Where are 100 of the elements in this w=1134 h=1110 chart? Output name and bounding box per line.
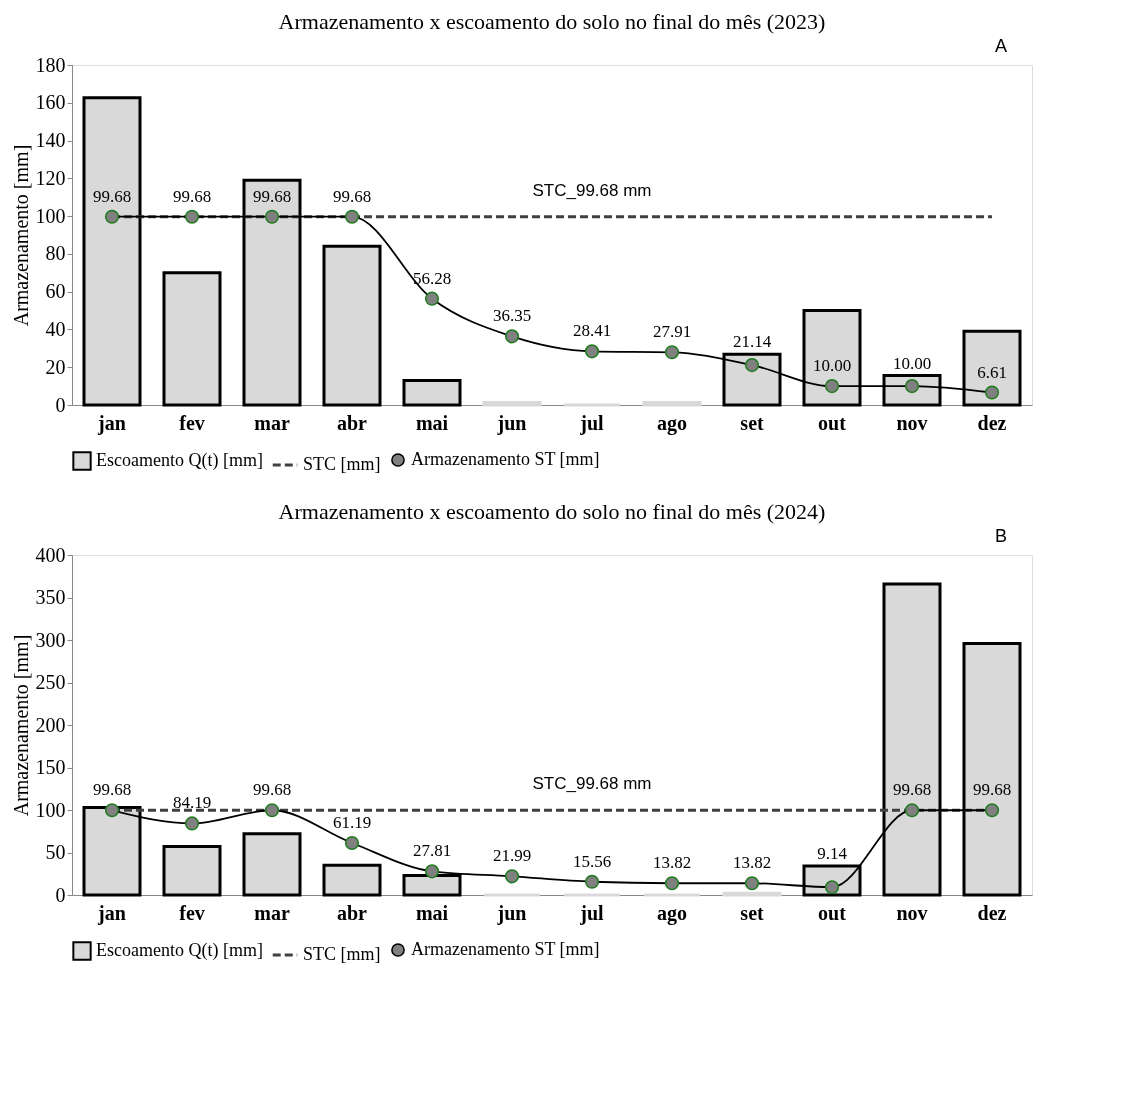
y-tick-label: 140: [35, 129, 66, 152]
y-tick-label: 80: [45, 242, 66, 265]
point: [824, 379, 840, 394]
point: [344, 209, 360, 224]
bar: [162, 271, 222, 407]
data-label: 10.00: [892, 353, 932, 373]
data-label: 21.99: [492, 846, 532, 866]
data-label: 15.56: [572, 851, 612, 871]
data-label: 99.68: [892, 780, 932, 800]
annotation: STC_99.68 mm: [532, 774, 652, 794]
x-tick-label: dez: [977, 901, 1007, 924]
data-label: 27.81: [412, 841, 452, 861]
data-label: 61.19: [332, 812, 372, 832]
x-tick-label: mai: [415, 411, 449, 434]
x-tick-label: mar: [254, 411, 290, 434]
chart-title: Armazenamento x escoamento do solo no final do mês (2024): [278, 499, 826, 524]
y-tick-label: 150: [35, 756, 66, 778]
data-label: 21.14: [732, 332, 772, 352]
point: [264, 209, 280, 224]
bar: [402, 378, 462, 407]
x-tick-label: dez: [977, 411, 1007, 434]
y-tick-label: 160: [35, 91, 66, 114]
chart-title: Armazenamento x escoamento do solo no final do mês (2023): [278, 9, 826, 34]
data-label: 13.82: [652, 853, 692, 873]
legend-label: Armazenamento ST [mm]: [411, 449, 600, 469]
data-label: 99.68: [972, 780, 1012, 800]
x-tick-label: jan: [97, 411, 126, 435]
y-tick-label: 50: [45, 841, 66, 863]
point: [584, 344, 600, 359]
y-tick-label: 100: [35, 204, 66, 227]
bar: [482, 401, 542, 407]
point: [184, 816, 200, 831]
bar: [642, 401, 702, 407]
data-label: 99.68: [252, 780, 292, 800]
x-tick-label: nov: [896, 901, 928, 924]
legend-label: Escoamento Q(t) [mm]: [96, 940, 263, 961]
x-tick-label: set: [740, 411, 764, 434]
x-tick-label: mar: [254, 901, 290, 924]
text: A: [994, 36, 1007, 56]
legend-label: STC [mm]: [303, 944, 381, 964]
data-label: 99.68: [92, 186, 132, 206]
y-axis-title: Armazenamento [mm]: [9, 634, 32, 817]
legend-label: STC [mm]: [303, 454, 381, 474]
x-tick-label: jul: [579, 901, 605, 925]
x-tick-label: jun: [496, 901, 527, 925]
data-label: 84.19: [172, 793, 212, 813]
legend-label: Armazenamento ST [mm]: [411, 939, 600, 959]
data-label: 99.68: [92, 780, 132, 800]
point: [984, 803, 1000, 818]
data-label: 13.82: [732, 853, 772, 873]
x-tick-label: jul: [579, 411, 605, 435]
x-tick-label: ago: [657, 901, 687, 925]
data-label: 28.41: [572, 321, 612, 341]
bar: [322, 863, 382, 897]
point: [344, 835, 360, 851]
point: [744, 876, 760, 891]
data-label: 10.00: [812, 356, 852, 376]
x-tick-label: out: [818, 901, 847, 924]
bar: [162, 845, 222, 897]
data-label: 99.68: [332, 186, 372, 206]
legend-label: Escoamento Q(t) [mm]: [96, 450, 263, 471]
x-tick-label: set: [740, 901, 764, 924]
y-tick-label: 400: [35, 543, 66, 566]
point: [104, 803, 120, 818]
y-tick-label: 0: [55, 883, 66, 906]
y-tick-label: 180: [35, 53, 66, 76]
y-tick-label: 100: [35, 798, 66, 821]
point: [504, 329, 520, 344]
y-tick-label: 20: [45, 355, 66, 378]
text: B: [994, 526, 1007, 546]
y-tick-label: 0: [55, 393, 66, 416]
data-label: 9.14: [817, 844, 848, 864]
point: [584, 874, 600, 889]
point: [744, 358, 760, 373]
point: [504, 869, 520, 884]
data-label: 99.68: [252, 186, 292, 206]
x-tick-label: abr: [337, 411, 368, 434]
point: [184, 209, 200, 224]
x-tick-label: mai: [415, 901, 449, 924]
y-tick-label: 40: [45, 317, 66, 340]
data-label: 36.35: [492, 306, 532, 326]
y-axis-title: Armazenamento [mm]: [9, 144, 32, 327]
point: [984, 385, 1000, 400]
y-tick-label: 120: [35, 166, 66, 189]
data-label: 6.61: [977, 362, 1007, 382]
x-tick-label: fev: [179, 901, 205, 924]
x-tick-label: jan: [97, 901, 126, 925]
y-tick-label: 350: [35, 586, 66, 608]
bar: [242, 832, 302, 897]
y-tick-label: 250: [35, 671, 66, 693]
x-tick-label: abr: [337, 901, 368, 924]
data-label: 56.28: [412, 268, 452, 288]
x-tick-label: ago: [657, 411, 687, 435]
annotation: STC_99.68 mm: [532, 180, 652, 200]
point: [664, 876, 680, 891]
point: [664, 345, 680, 360]
x-tick-label: out: [818, 411, 847, 434]
point: [424, 291, 440, 306]
point: [264, 803, 280, 818]
point: [104, 209, 120, 224]
